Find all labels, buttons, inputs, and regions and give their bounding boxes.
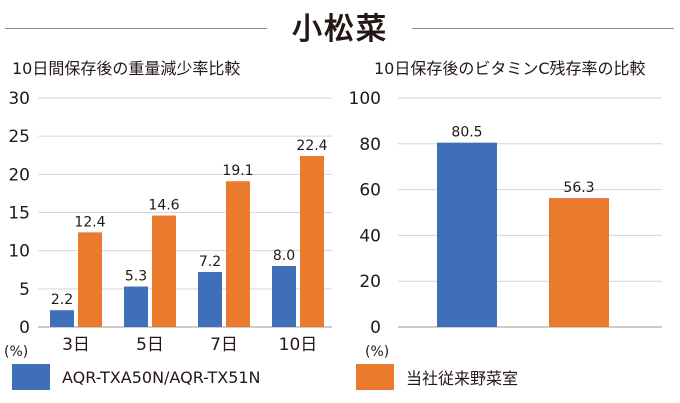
bar-0-3-1 bbox=[300, 156, 324, 327]
y-tick-label-1-4: 80 bbox=[359, 135, 381, 155]
y-tick-label-1-0: 0 bbox=[370, 318, 381, 338]
bar-0-1-0 bbox=[124, 286, 148, 327]
bar-0-3-0 bbox=[272, 265, 296, 327]
x-tick-label-0-0: 3日 bbox=[62, 335, 90, 355]
bar-0-0-1 bbox=[78, 232, 102, 327]
chart-header: 小松菜 bbox=[0, 4, 680, 48]
data-label-0-2-1: 19.1 bbox=[222, 163, 253, 179]
header-rule-right bbox=[412, 28, 674, 29]
x-tick-label-0-3: 10日 bbox=[279, 335, 318, 355]
data-label-0-0-0: 2.2 bbox=[51, 292, 73, 308]
legend-label-series-1: AQR-TXA50N/AQR-TX51N bbox=[62, 367, 261, 387]
legend-swatch-series-2 bbox=[356, 364, 394, 390]
legend-swatch-series-1 bbox=[12, 364, 50, 390]
page-title: 小松菜 bbox=[292, 12, 388, 47]
y-tick-label-0-2: 10 bbox=[8, 242, 30, 262]
data-label-1-0-0: 80.5 bbox=[451, 125, 482, 141]
bar-1-0-1 bbox=[549, 198, 609, 327]
y-tick-label-1-1: 20 bbox=[359, 272, 381, 292]
bar-0-2-1 bbox=[226, 181, 250, 327]
bar-0-1-1 bbox=[152, 215, 176, 327]
y-tick-label-0-4: 20 bbox=[8, 165, 30, 185]
y-tick-label-1-5: 100 bbox=[349, 89, 381, 109]
y-tick-label-0-5: 25 bbox=[8, 127, 30, 147]
legend-item-series-1: AQR-TXA50N/AQR-TX51N bbox=[12, 364, 261, 390]
data-label-0-1-0: 5.3 bbox=[125, 269, 147, 285]
right-chart-title: 10日保存後のビタミンC残存率の比較 bbox=[374, 59, 646, 78]
y-tick-label-0-6: 30 bbox=[8, 89, 30, 109]
bar-1-0-0 bbox=[437, 142, 497, 327]
header-rule-left bbox=[5, 28, 267, 29]
data-label-0-0-1: 12.4 bbox=[74, 214, 105, 230]
y-tick-label-0-1: 5 bbox=[19, 280, 30, 300]
legend-item-series-2: 当社従来野菜室 bbox=[356, 364, 518, 390]
legend-label-series-2: 当社従来野菜室 bbox=[406, 369, 519, 388]
y-tick-label-0-0: 0 bbox=[19, 318, 30, 338]
x-tick-label-0-2: 7日 bbox=[210, 335, 238, 355]
y-tick-label-0-3: 15 bbox=[8, 204, 30, 224]
y-tick-label-1-3: 60 bbox=[359, 181, 381, 201]
y-unit-label-1: (%) bbox=[365, 344, 389, 360]
left-chart-title: 10日間保存後の重量減少率比較 bbox=[12, 59, 241, 78]
data-label-0-3-0: 8.0 bbox=[273, 248, 295, 264]
data-label-0-1-1: 14.6 bbox=[148, 198, 179, 214]
data-label-1-0-1: 56.3 bbox=[563, 180, 594, 196]
y-tick-label-1-2: 40 bbox=[359, 226, 381, 246]
data-label-0-3-1: 22.4 bbox=[296, 138, 327, 154]
x-tick-label-0-1: 5日 bbox=[136, 335, 164, 355]
bar-0-0-0 bbox=[50, 310, 74, 327]
data-label-0-2-0: 7.2 bbox=[199, 254, 221, 270]
y-unit-label-0: (%) bbox=[4, 344, 28, 360]
bar-0-2-0 bbox=[198, 272, 222, 327]
